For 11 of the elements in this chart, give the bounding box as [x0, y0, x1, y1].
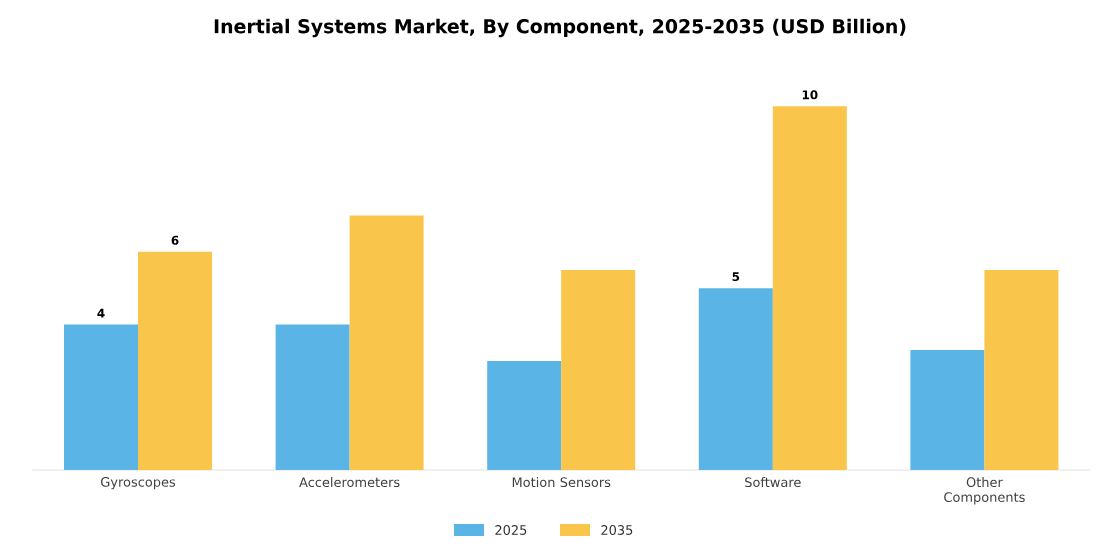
bar — [487, 360, 562, 470]
bar — [984, 269, 1059, 470]
bar — [349, 215, 424, 470]
chart-title: Inertial Systems Market, By Component, 2025-2035 (USD Billion) — [214, 18, 906, 38]
bar — [275, 324, 350, 470]
bar — [138, 251, 213, 470]
bar — [772, 106, 847, 470]
bar — [910, 350, 985, 470]
bar — [64, 324, 139, 470]
bar — [698, 288, 773, 470]
bar — [561, 269, 636, 470]
